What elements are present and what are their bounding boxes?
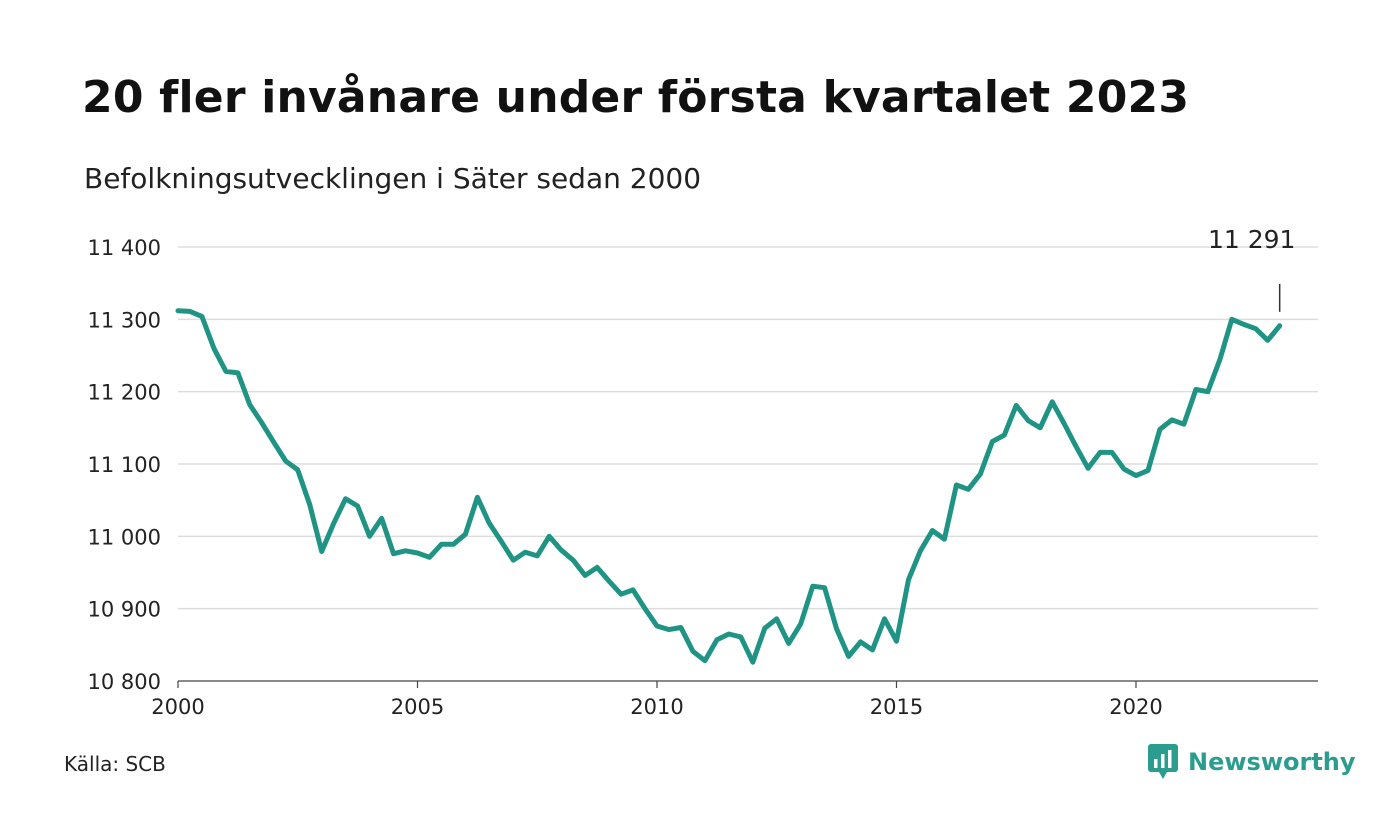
y-tick-label: 10 800: [88, 670, 161, 694]
y-tick-label: 11 200: [88, 381, 161, 405]
chart-title: 20 fler invånare under första kvartalet …: [82, 72, 1190, 123]
y-tick-label: 11 400: [88, 236, 161, 260]
x-tick-label: 2000: [151, 695, 204, 719]
newsworthy-brand[interactable]: Newsworthy: [1148, 744, 1356, 780]
x-tick-label: 2015: [870, 695, 923, 719]
chart-subtitle: Befolkningsutvecklingen i Säter sedan 20…: [84, 162, 702, 195]
y-tick-label: 10 900: [88, 598, 161, 622]
y-axis: 10 800 10 900 11 000 11 100 11 200 11 300 11 4…: [88, 236, 161, 694]
y-tick-label: 11 000: [88, 525, 161, 549]
y-tick-label: 11 300: [88, 308, 161, 332]
x-tick-label: 2005: [391, 695, 444, 719]
x-axis: 2000 2005 2010 2015 2020: [151, 681, 1163, 719]
source-note: Källa: SCB: [64, 752, 166, 776]
gridlines: [178, 246, 1318, 682]
newsworthy-logo-icon: [1148, 744, 1178, 779]
x-tick-label: 2020: [1109, 695, 1162, 719]
brand-name: Newsworthy: [1188, 748, 1356, 776]
population-line: [175, 308, 1283, 665]
end-value-label: 11 291: [1208, 225, 1295, 254]
x-tick-label: 2010: [630, 695, 683, 719]
y-tick-label: 11 100: [88, 453, 161, 477]
